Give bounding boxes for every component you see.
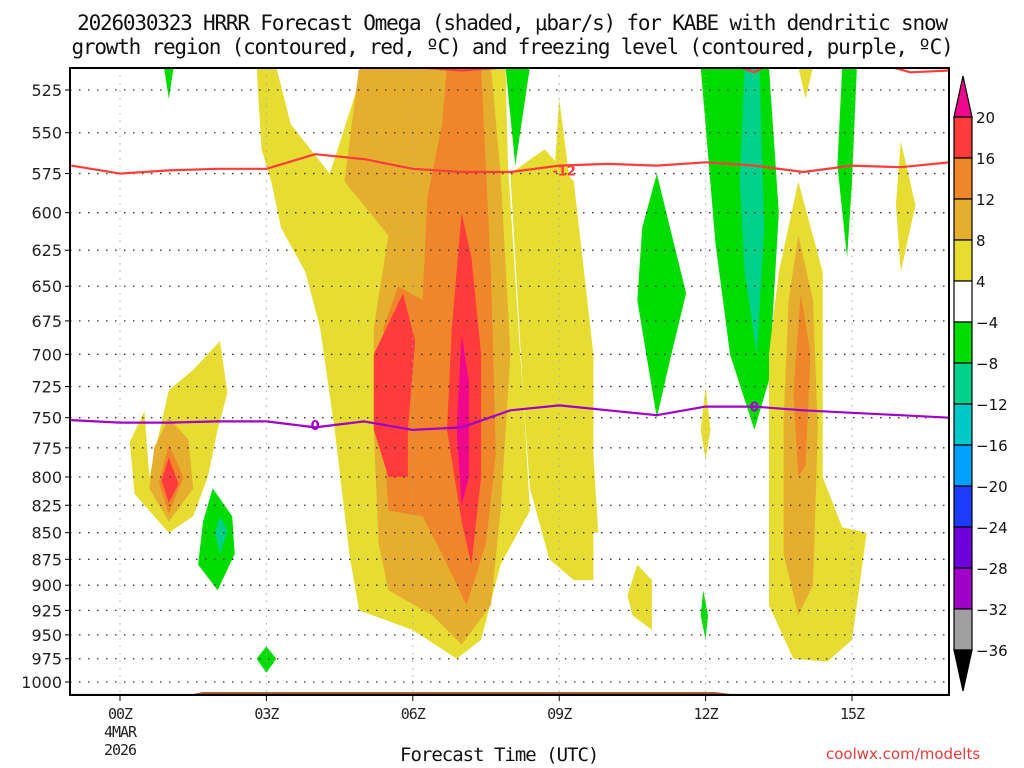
freezing-contour-label-b: 0 (750, 401, 759, 416)
x-tick-label: 12Z (694, 705, 719, 723)
x-tick-label: 00Z (108, 705, 133, 723)
y-tick-label: 975 (31, 650, 62, 669)
omega-region-orange-14z-column (793, 293, 811, 477)
dgz-contour-label: -12 (552, 164, 576, 179)
colorbar-box (953, 157, 973, 200)
omega-region-yellow-16z (895, 141, 916, 272)
y-tick-label: 525 (31, 81, 62, 100)
y-tick-label: 675 (31, 312, 62, 331)
omega-region-main-updraft-red-a (373, 293, 416, 477)
omega-region-sink-teal-13z (739, 68, 765, 355)
colorbar-tick-label: 20 (976, 109, 995, 127)
omega-region-sink-green-top-left (164, 68, 174, 99)
y-tick-label: 1000 (21, 673, 62, 692)
y-tick-label: 800 (31, 468, 62, 487)
y-tick-label: 850 (31, 524, 62, 543)
omega-region-sink-teal-low (215, 516, 228, 555)
y-tick-label: 775 (31, 439, 62, 458)
colorbar-box (953, 321, 973, 364)
omega-region-sink-green-13z (700, 68, 779, 430)
dgz-contour-line (71, 153, 949, 175)
y-tick-label: 625 (31, 241, 62, 260)
colorbar-box (953, 362, 973, 405)
colorbar-tick-label: −4 (976, 314, 998, 332)
colorbar: 20 16 12 8 4 −4 −8 −12 −16 −20 −24 −28 −32 −36 (953, 75, 1008, 692)
y-tick-label: 575 (31, 165, 62, 184)
colorbar-box (953, 485, 973, 528)
colorbar-tick-label: −8 (976, 355, 998, 373)
omega-region-right-yellow-09z (544, 98, 599, 533)
y-tick-label: 875 (31, 550, 62, 569)
omega-region-sink-green-low (198, 488, 235, 591)
colorbar-tick-label: −16 (976, 437, 1008, 455)
omega-region-yellow-small-12z (700, 386, 711, 460)
y-tick-label: 725 (31, 378, 62, 397)
x-tick-sublabel-year: 2026 (104, 741, 137, 759)
colorbar-tick-label: 16 (976, 150, 995, 168)
omega-region-green-small-12z (700, 590, 708, 640)
y-tick-label: 650 (31, 277, 62, 296)
omega-region-main-updraft-magenta (456, 334, 469, 506)
colorbar-box (953, 608, 973, 651)
x-tick-sublabel-date: 4MAR (104, 723, 138, 741)
credit-link[interactable]: coolwx.com/modelts (826, 745, 981, 763)
colorbar-box (953, 239, 973, 282)
colorbar-tick-label: 12 (976, 191, 995, 209)
colorbar-tick-label: −20 (976, 478, 1008, 496)
colorbar-over-triangle (953, 75, 973, 118)
omega-region-yellow-top-14z (798, 68, 813, 99)
colorbar-box (953, 198, 973, 241)
x-tick-label: 06Z (401, 705, 426, 723)
y-tick-label: 750 (31, 409, 62, 428)
colorbar-tick-label: −28 (976, 560, 1008, 578)
colorbar-box (953, 444, 973, 487)
x-axis-label: Forecast Time (UTC) (400, 744, 599, 766)
y-tick-label: 925 (31, 601, 62, 620)
colorbar-tick-label: −32 (976, 601, 1008, 619)
colorbar-tick-label: −36 (976, 642, 1008, 660)
freezing-contour-label-a: 0 (311, 419, 320, 434)
colorbar-box (953, 526, 973, 569)
y-tick-label: 550 (31, 124, 62, 143)
omega-shading-layer (70, 68, 949, 695)
omega-region-left-cell-red (161, 457, 179, 503)
colorbar-tick-label: −12 (976, 396, 1008, 414)
colorbar-box (953, 280, 973, 323)
colorbar-tick-label: 8 (976, 232, 986, 250)
chart-title-line-1: 2026030323 HRRR Forecast Omega (shaded, … (77, 11, 948, 35)
y-tick-label: 900 (31, 576, 62, 595)
x-tick-label: 09Z (547, 705, 572, 723)
plot-frame (69, 67, 950, 696)
omega-region-sink-green-08z (505, 68, 530, 166)
y-tick-label: 825 (31, 496, 62, 515)
chart-title-line-2: growth region (contoured, red, ºC) and f… (71, 35, 953, 59)
colorbar-tick-label: −24 (976, 519, 1008, 537)
freezing-contour-line (71, 404, 949, 431)
omega-region-sink-green-15z (837, 68, 857, 258)
y-tick-label: 700 (31, 345, 62, 364)
x-tick-label: 03Z (254, 705, 279, 723)
omega-region-yellow-small-10z (627, 564, 652, 630)
colorbar-box (953, 567, 973, 610)
colorbar-under-triangle (953, 649, 973, 692)
omega-region-sink-green-11z (637, 173, 687, 418)
axes-layer: 525 550 575 600 625 650 675 700 725 750 775 800 825 8… (21, 67, 950, 759)
colorbar-box (953, 116, 973, 159)
x-tick-label: 15Z (840, 705, 865, 723)
y-tick-label: 950 (31, 626, 62, 645)
omega-region-sink-green-diamond (256, 646, 277, 673)
colorbar-box (953, 403, 973, 446)
colorbar-tick-label: 4 (976, 273, 986, 291)
y-tick-label: 600 (31, 204, 62, 223)
